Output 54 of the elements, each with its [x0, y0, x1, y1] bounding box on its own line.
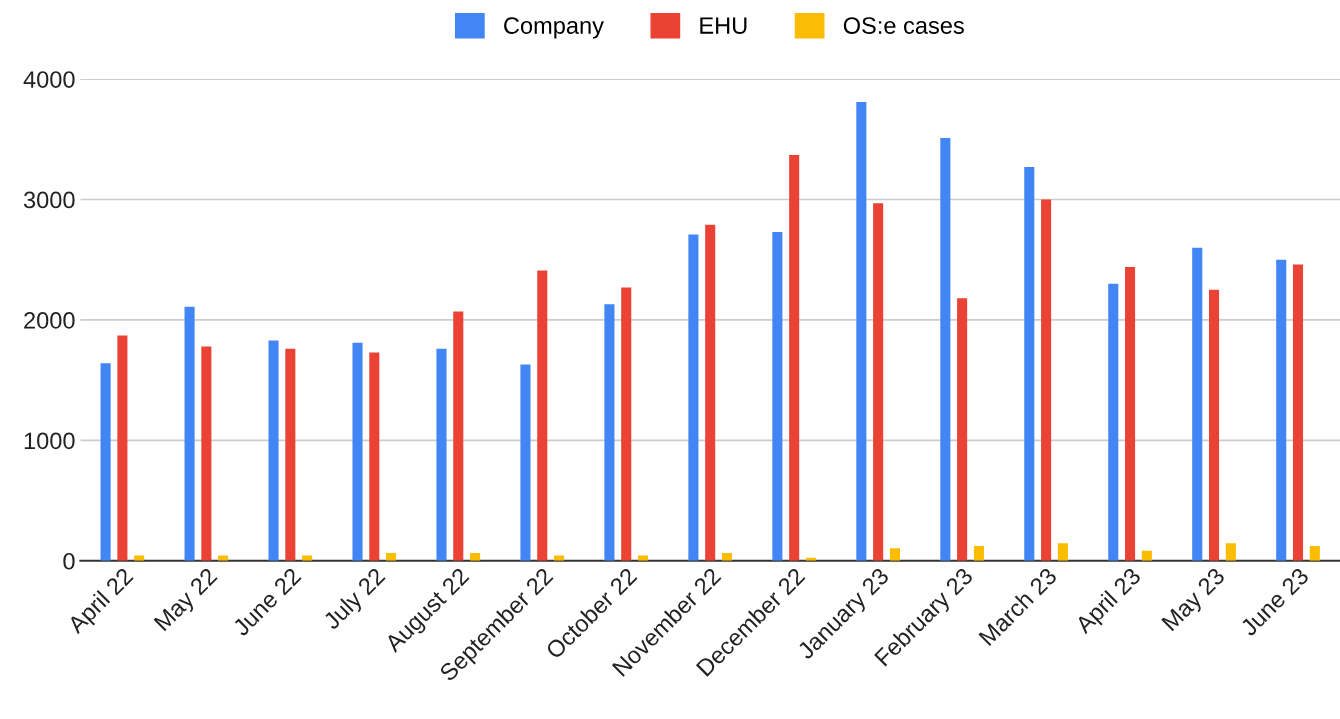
bar: [973, 546, 984, 561]
legend-label: OS:e cases: [843, 17, 964, 34]
bar: [218, 555, 229, 561]
bar: [957, 298, 968, 561]
bar: [856, 101, 867, 561]
x-tick-label: May 22: [153, 566, 222, 635]
x-tick-label: May 23: [1161, 566, 1229, 635]
bar: [352, 342, 363, 561]
bar: [436, 348, 447, 561]
bar: [789, 154, 800, 561]
bar: [268, 340, 279, 561]
bar: [520, 364, 531, 561]
bar: [1309, 546, 1320, 561]
bar: [1057, 543, 1068, 561]
bar: [1125, 266, 1136, 561]
bar: [889, 548, 900, 561]
y-tick-label: 2000: [24, 312, 75, 329]
bar: [1209, 289, 1220, 561]
bar: [386, 553, 397, 561]
bar: [621, 287, 632, 561]
bar: [604, 304, 615, 561]
bar: [1225, 543, 1236, 561]
bar: [117, 335, 128, 561]
bar: [302, 555, 313, 561]
bar: [721, 553, 733, 561]
bar: [637, 555, 649, 561]
bar: [1276, 259, 1287, 561]
bar: [554, 555, 565, 561]
y-tick-label: 0: [63, 552, 75, 570]
y-tick-label: 1000: [24, 432, 75, 450]
bar: [201, 346, 212, 561]
bar: [100, 363, 111, 561]
bar: [1024, 167, 1035, 561]
bar: [1192, 247, 1203, 561]
legend-label: Company: [504, 17, 604, 39]
bar: [940, 138, 951, 561]
bar: [688, 234, 699, 561]
bar: [705, 224, 716, 561]
bar: [369, 352, 380, 561]
y-tick-label: 4000: [23, 71, 75, 88]
bar: [1108, 283, 1119, 561]
bar: [873, 203, 884, 561]
bar: [285, 348, 296, 561]
bar: [134, 555, 145, 561]
bar: [1292, 264, 1304, 561]
legend-label: EHU: [700, 17, 747, 34]
bar: [453, 311, 464, 561]
bar: [470, 553, 481, 561]
bar: [772, 232, 783, 561]
bar: [184, 306, 195, 561]
y-tick-label: 3000: [23, 191, 75, 209]
bar: [537, 270, 548, 561]
bar: [1041, 199, 1052, 561]
x-tick-label: July 22: [321, 566, 390, 634]
